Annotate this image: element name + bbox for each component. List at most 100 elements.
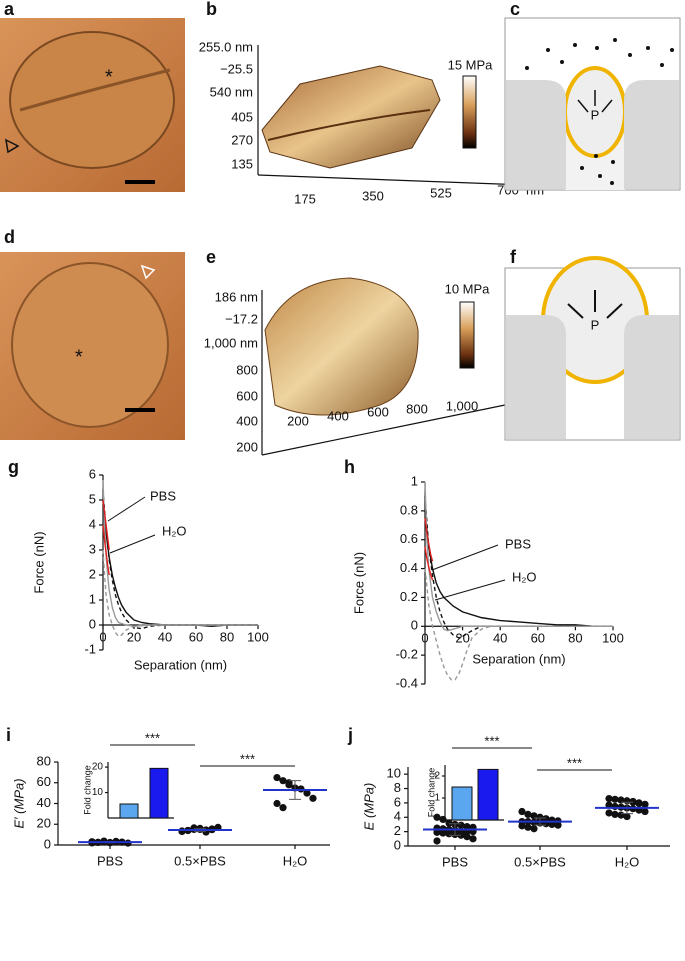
marker: * [105,66,113,88]
x-tick-label: 0.5×PBS [174,853,226,868]
x-tick-label: H₂O [615,854,640,869]
annotation: PBS [505,536,531,551]
y-tick-label: 4 [394,809,401,824]
y-tick-label: 20 [37,816,51,831]
pressure-label: P [591,107,600,122]
panel-label: d [4,227,15,247]
x-tick-label: 60 [189,629,203,644]
data-point [279,804,287,812]
y-tick-label: 6 [394,794,401,809]
annotation: PBS [150,488,176,503]
force-curve [102,479,258,627]
inset-y-axis-label: Fold change [426,768,436,818]
panel-label: a [4,0,15,19]
y-tick-label: 0 [44,836,51,851]
x-tick-label: 350 [362,188,384,203]
force-curve [424,546,434,581]
data-point [273,799,281,808]
data-point [518,807,526,816]
x-tick-label: 80 [568,631,582,646]
y-axis-label: Force (nN) [31,531,46,593]
panel-label: j [347,725,353,745]
x-tick-label: 100 [247,629,269,644]
panel-label: e [206,247,216,267]
y-tick-label: 1 [411,473,418,488]
y-tick-label: 5 [89,491,96,506]
y-axis-label: E (MPa) [361,783,376,831]
force-curve [102,524,110,576]
panel-label: i [6,725,11,745]
data-point [433,828,441,836]
inset-bar [149,767,169,819]
inset-bar [451,786,473,821]
x-tick-label: 0 [421,631,428,646]
significance-label: *** [567,755,582,770]
data-point [433,837,441,845]
x-tick-label: H₂O [283,853,308,868]
y-tick-label: 400 [236,413,258,428]
afm-3d-view: 255.0 nm −25.5 540 nm 405 270 135 175 35… [199,39,544,206]
inset-y-axis-label: Fold change [82,765,92,815]
force-curve [424,496,613,639]
afm-image: * [0,18,185,192]
y-tick-label: 0.4 [400,560,418,575]
data-point [279,777,287,785]
y-tick-label: 6 [89,466,96,481]
y-tick-label: 10 [387,766,401,781]
leader-line [107,496,146,522]
x-tick-label: 0.5×PBS [514,854,566,869]
y-tick-label: 2 [394,823,401,838]
y-tick-label: 0 [394,837,401,852]
force-curve [102,499,110,551]
data-point [309,794,317,802]
significance-label: *** [240,751,255,766]
panel-label: h [344,457,355,477]
force-curve [424,510,613,627]
force-curve [102,549,258,638]
leader-line [434,579,506,601]
y-tick-label: 0.8 [400,502,418,517]
significance-label: *** [484,733,499,748]
x-tick-label: 400 [327,408,349,423]
y-tick-label: 40 [37,795,51,810]
data-point [605,809,613,817]
data-point [605,801,613,809]
y-tick-label: 60 [37,774,51,789]
x-tick-label: PBS [442,854,468,869]
data-point [463,833,471,841]
marker: * [75,346,83,368]
data-point [273,773,281,782]
x-tick-label: 20 [127,629,141,644]
x-tick-label: 0 [99,629,106,644]
x-tick-label: 525 [430,185,452,200]
inset-bar [477,768,499,821]
y-tick-label: 800 [236,362,258,377]
x-tick-label: 100 [602,631,624,646]
pressure-label: P [591,317,600,332]
x-tick-label: 1,000 [446,398,479,413]
data-point [617,811,625,819]
significance-label: *** [145,730,160,745]
colorbar-label: 10 MPa [445,281,491,296]
data-point [524,810,532,819]
y-tick-label: 405 [231,109,253,124]
y-tick-label: 0 [89,616,96,631]
inset-bar [119,803,139,819]
x-tick-label: 600 [367,404,389,419]
y-tick-label: 600 [236,388,258,403]
inset-y-tick-label: 20 [92,762,104,773]
y-axis-title: 1,000 nm [204,335,258,350]
x-tick-label: PBS [97,853,123,868]
force-curve [102,499,258,627]
y-tick-label: 200 [236,439,258,454]
colorbar-label: 15 MPa [448,57,494,72]
y-tick-label: 4 [89,516,96,531]
data-point [554,821,562,829]
y-tick-label: 1 [89,591,96,606]
pore-diagram: P [504,256,681,441]
y-axis-label: E′ (MPa) [11,778,26,828]
force-curve [424,568,613,681]
data-point [623,812,631,821]
panel-label: f [510,247,517,267]
x-tick-label: 40 [493,631,507,646]
